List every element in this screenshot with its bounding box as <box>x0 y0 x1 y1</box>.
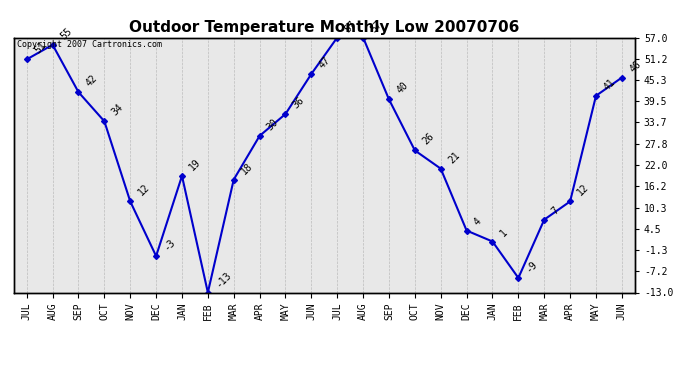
Text: 12: 12 <box>136 183 151 198</box>
Text: 4: 4 <box>472 216 484 227</box>
Text: 57: 57 <box>368 19 384 34</box>
Text: 51: 51 <box>32 40 48 56</box>
Title: Outdoor Temperature Monthly Low 20070706: Outdoor Temperature Monthly Low 20070706 <box>129 20 520 35</box>
Text: 30: 30 <box>265 117 281 132</box>
Text: 47: 47 <box>317 55 333 70</box>
Text: 40: 40 <box>395 81 410 96</box>
Text: 57: 57 <box>343 19 358 34</box>
Text: -9: -9 <box>524 259 540 274</box>
Text: 7: 7 <box>550 205 561 216</box>
Text: 21: 21 <box>446 150 462 165</box>
Text: 19: 19 <box>188 157 203 172</box>
Text: 26: 26 <box>420 132 436 147</box>
Text: -3: -3 <box>161 237 177 252</box>
Text: 55: 55 <box>58 26 74 41</box>
Text: 12: 12 <box>575 183 591 198</box>
Text: Copyright 2007 Cartronics.com: Copyright 2007 Cartronics.com <box>17 40 162 49</box>
Text: 36: 36 <box>291 95 306 111</box>
Text: 34: 34 <box>110 102 126 118</box>
Text: 41: 41 <box>602 77 617 92</box>
Text: 42: 42 <box>84 73 99 88</box>
Text: 46: 46 <box>627 58 643 74</box>
Text: 18: 18 <box>239 160 255 176</box>
Text: 1: 1 <box>498 227 509 238</box>
Text: -13: -13 <box>213 269 233 289</box>
